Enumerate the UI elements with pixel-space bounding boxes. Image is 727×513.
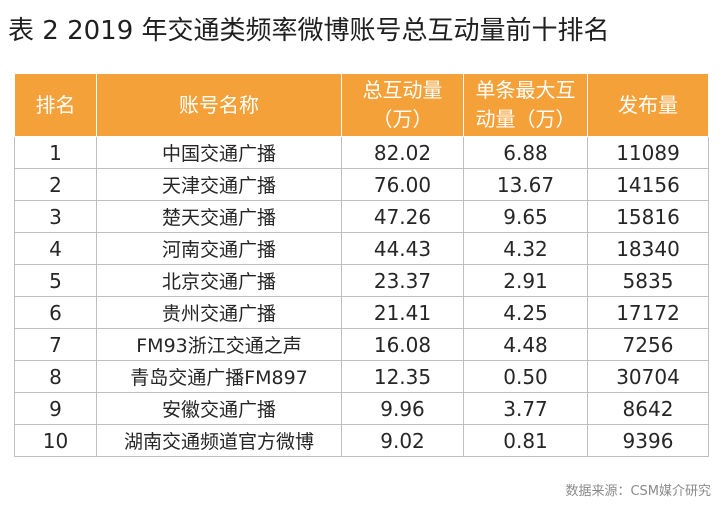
header-rank: 排名	[14, 73, 97, 137]
total-cell: 9.96	[341, 392, 464, 425]
single-max-cell: 0.50	[463, 360, 588, 393]
header-account: 账号名称	[96, 73, 342, 137]
total-cell: 44.43	[341, 232, 464, 265]
rank-cell: 5	[14, 264, 97, 297]
total-cell: 76.00	[341, 168, 464, 201]
posts-cell: 7256	[587, 328, 709, 361]
single-max-cell: 9.65	[463, 200, 588, 233]
header-total: 总互动量 （万）	[341, 73, 464, 137]
posts-cell: 8642	[587, 392, 709, 425]
header-single-line2: 动量（万）	[475, 107, 576, 131]
account-cell: 楚天交通广播	[96, 200, 342, 233]
account-cell: 天津交通广播	[96, 168, 342, 201]
rank-cell: 3	[14, 200, 97, 233]
table-row: 9 安徽交通广播 9.96 3.77 8642	[14, 392, 709, 425]
posts-cell: 15816	[587, 200, 709, 233]
rank-cell: 2	[14, 168, 97, 201]
table-header-row: 排名 账号名称 总互动量 （万） 单条最大互 动量（万） 发布量	[14, 73, 709, 137]
rank-cell: 10	[14, 424, 97, 457]
posts-cell: 30704	[587, 360, 709, 393]
table-row: 1 中国交通广播 82.02 6.88 11089	[14, 136, 709, 169]
account-cell: 北京交通广播	[96, 264, 342, 297]
table-row: 10 湖南交通频道官方微博 9.02 0.81 9396	[14, 424, 709, 457]
posts-cell: 17172	[587, 296, 709, 329]
table-row: 8 青岛交通广播FM897 12.35 0.50 30704	[14, 360, 709, 393]
posts-cell: 5835	[587, 264, 709, 297]
posts-cell: 9396	[587, 424, 709, 457]
table-row: 7 FM93浙江交通之声 16.08 4.48 7256	[14, 328, 709, 361]
header-total-line2: （万）	[372, 107, 433, 131]
account-cell: 中国交通广播	[96, 136, 342, 169]
ranking-table: 排名 账号名称 总互动量 （万） 单条最大互 动量（万） 发布量 1 中国交通广…	[14, 73, 709, 457]
single-max-cell: 4.48	[463, 328, 588, 361]
total-cell: 23.37	[341, 264, 464, 297]
single-max-cell: 4.25	[463, 296, 588, 329]
posts-cell: 14156	[587, 168, 709, 201]
account-cell: FM93浙江交通之声	[96, 328, 342, 361]
total-cell: 9.02	[341, 424, 464, 457]
total-cell: 21.41	[341, 296, 464, 329]
single-max-cell: 2.91	[463, 264, 588, 297]
total-cell: 47.26	[341, 200, 464, 233]
account-cell: 青岛交通广播FM897	[96, 360, 342, 393]
total-cell: 16.08	[341, 328, 464, 361]
account-cell: 安徽交通广播	[96, 392, 342, 425]
single-max-cell: 4.32	[463, 232, 588, 265]
total-cell: 12.35	[341, 360, 464, 393]
account-cell: 湖南交通频道官方微博	[96, 424, 342, 457]
single-max-cell: 13.67	[463, 168, 588, 201]
header-single-line1: 单条最大互	[475, 78, 576, 102]
header-single-max: 单条最大互 动量（万）	[463, 73, 588, 137]
header-posts: 发布量	[587, 73, 709, 137]
rank-cell: 1	[14, 136, 97, 169]
table-row: 5 北京交通广播 23.37 2.91 5835	[14, 264, 709, 297]
posts-cell: 11089	[587, 136, 709, 169]
rank-cell: 8	[14, 360, 97, 393]
single-max-cell: 0.81	[463, 424, 588, 457]
rank-cell: 7	[14, 328, 97, 361]
single-max-cell: 6.88	[463, 136, 588, 169]
account-cell: 贵州交通广播	[96, 296, 342, 329]
rank-cell: 6	[14, 296, 97, 329]
account-cell: 河南交通广播	[96, 232, 342, 265]
table-row: 3 楚天交通广播 47.26 9.65 15816	[14, 200, 709, 233]
table-row: 6 贵州交通广播 21.41 4.25 17172	[14, 296, 709, 329]
rank-cell: 4	[14, 232, 97, 265]
table-row: 2 天津交通广播 76.00 13.67 14156	[14, 168, 709, 201]
table-row: 4 河南交通广播 44.43 4.32 18340	[14, 232, 709, 265]
data-source-note: 数据来源：CSM媒介研究	[565, 484, 711, 499]
header-total-line1: 总互动量	[362, 78, 443, 102]
rank-cell: 9	[14, 392, 97, 425]
total-cell: 82.02	[341, 136, 464, 169]
posts-cell: 18340	[587, 232, 709, 265]
single-max-cell: 3.77	[463, 392, 588, 425]
page-title: 表 2 2019 年交通类频率微博账号总互动量前十排名	[8, 16, 610, 46]
